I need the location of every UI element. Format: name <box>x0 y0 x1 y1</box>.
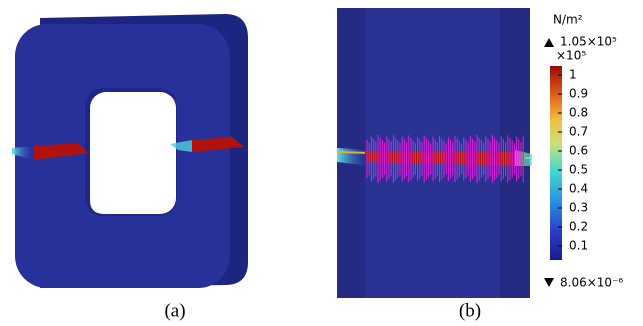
min-marker <box>544 278 554 287</box>
colorbar-tick-label: 0.2 <box>569 220 588 234</box>
colorbar-tick-label: 1 <box>569 68 577 82</box>
colorbar-tick-label: 0.6 <box>569 144 588 158</box>
colorbar-tick-label: 0.8 <box>569 106 588 120</box>
colorbar-max: 1.05×10⁵ <box>560 35 617 49</box>
colorbar-tick-label: 0.1 <box>569 239 588 253</box>
slice-2d <box>337 8 532 298</box>
colorbar-multiplier: ×10⁵ <box>556 49 586 63</box>
colorbar-unit: N/m² <box>553 13 583 27</box>
colorbar <box>550 66 562 260</box>
colorbar-tick-label: 0.7 <box>569 125 588 139</box>
max-marker <box>544 38 554 47</box>
colorbar-tick-label: 0.4 <box>569 182 588 196</box>
colorbar-min: 8.06×10⁻⁶ <box>560 276 623 290</box>
figure: (a) (b) N/m² 1.05×10⁵ ×10⁵ 8.06×10⁻⁶ 1 0.… <box>0 0 643 326</box>
core-3d <box>12 14 248 288</box>
colorbar-tick-label: 0.9 <box>569 87 588 101</box>
colorbar-tick-label: 0.3 <box>569 201 588 215</box>
colorbar-tick-label: 0.5 <box>569 163 588 177</box>
panel-label: (a) <box>164 300 185 321</box>
panel-label: (b) <box>459 300 481 321</box>
